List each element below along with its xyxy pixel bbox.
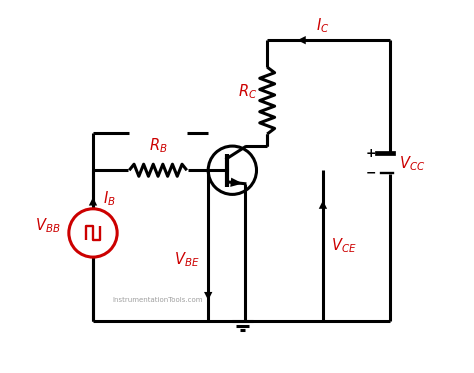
Polygon shape [204, 292, 212, 300]
Text: $V_{BE}$: $V_{BE}$ [174, 250, 200, 269]
Text: +: + [365, 147, 376, 160]
Polygon shape [297, 36, 306, 44]
Text: $I_B$: $I_B$ [103, 189, 116, 208]
Text: −: − [365, 167, 376, 180]
Text: InstrumentationTools.com: InstrumentationTools.com [113, 297, 203, 303]
Polygon shape [230, 178, 243, 187]
Polygon shape [319, 200, 327, 209]
Polygon shape [89, 197, 97, 206]
Text: $V_{CC}$: $V_{CC}$ [399, 154, 425, 173]
Text: $V_{CE}$: $V_{CE}$ [331, 236, 357, 255]
Text: $R_B$: $R_B$ [149, 137, 167, 156]
Text: $V_{BB}$: $V_{BB}$ [35, 217, 61, 235]
Text: $I_C$: $I_C$ [316, 16, 329, 35]
Text: $R_C$: $R_C$ [238, 82, 257, 101]
